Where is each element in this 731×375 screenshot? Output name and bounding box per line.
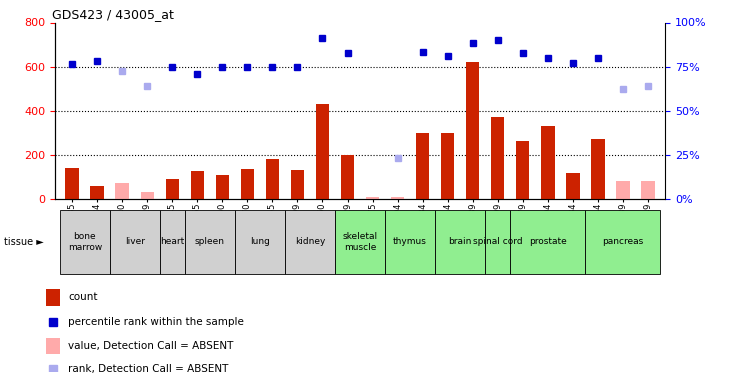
Bar [491, 117, 504, 199]
Text: spleen: spleen [195, 237, 225, 246]
Text: count: count [68, 292, 98, 303]
Bar [591, 139, 605, 199]
Bar [265, 159, 279, 199]
Bar [66, 168, 79, 199]
Bar [316, 104, 330, 199]
Bar [466, 62, 480, 199]
Text: liver: liver [125, 237, 145, 246]
Bar [541, 126, 555, 199]
Bar [47, 338, 60, 354]
Bar [160, 210, 185, 274]
Bar [566, 173, 580, 199]
Bar [140, 192, 154, 199]
Bar [285, 210, 335, 274]
Bar [516, 141, 529, 199]
Bar [240, 169, 254, 199]
Bar [616, 181, 629, 199]
Bar [185, 210, 235, 274]
Bar [335, 210, 385, 274]
Bar [585, 210, 660, 274]
Text: spinal cord: spinal cord [473, 237, 523, 246]
Bar [366, 196, 379, 199]
Text: skeletal
muscle: skeletal muscle [342, 232, 378, 252]
Bar [291, 170, 304, 199]
Text: bone
marrow: bone marrow [68, 232, 102, 252]
Text: brain: brain [448, 237, 471, 246]
Bar [390, 196, 404, 199]
Text: value, Detection Call = ABSENT: value, Detection Call = ABSENT [68, 341, 234, 351]
Text: kidney: kidney [295, 237, 325, 246]
Bar [47, 290, 60, 306]
Text: rank, Detection Call = ABSENT: rank, Detection Call = ABSENT [68, 364, 229, 375]
Text: GDS423 / 43005_at: GDS423 / 43005_at [52, 8, 174, 21]
Text: lung: lung [250, 237, 270, 246]
Bar [435, 210, 485, 274]
Bar [641, 181, 654, 199]
Text: tissue ►: tissue ► [4, 237, 43, 247]
Bar [115, 183, 129, 199]
Text: percentile rank within the sample: percentile rank within the sample [68, 317, 244, 327]
Bar [485, 210, 510, 274]
Bar [510, 210, 585, 274]
Text: heart: heart [160, 237, 184, 246]
Text: prostate: prostate [529, 237, 567, 246]
Bar [385, 210, 435, 274]
Bar [441, 133, 455, 199]
Bar [165, 179, 179, 199]
Bar [235, 210, 285, 274]
Bar [416, 133, 429, 199]
Bar [216, 174, 230, 199]
Bar [60, 210, 110, 274]
Bar [91, 186, 105, 199]
Bar [110, 210, 160, 274]
Text: thymus: thymus [393, 237, 427, 246]
Bar [341, 154, 355, 199]
Bar [191, 171, 204, 199]
Text: pancreas: pancreas [602, 237, 643, 246]
